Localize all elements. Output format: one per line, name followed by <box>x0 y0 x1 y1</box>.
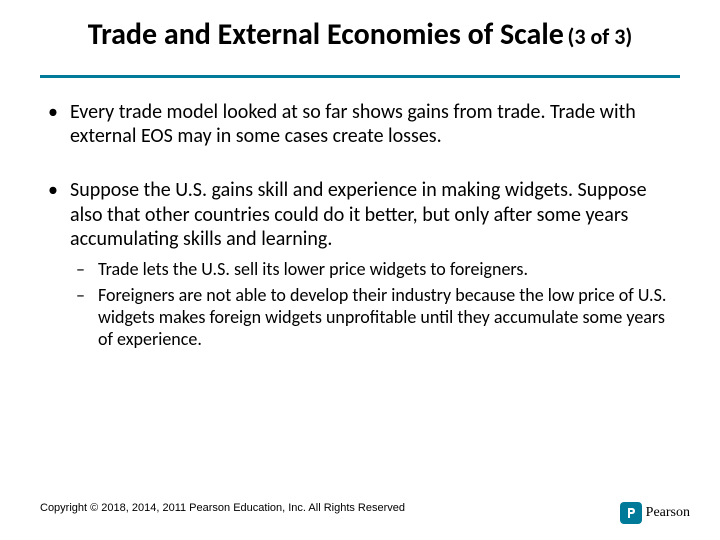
title-main: Trade and External Economies of Scale <box>88 16 564 53</box>
slide: Trade and External Economies of Scale (3… <box>0 0 720 540</box>
sub-bullet-text: Foreigners are not able to develop their… <box>98 284 666 350</box>
bullet-text: Every trade model looked at so far shows… <box>70 100 636 148</box>
sub-bullet-item: Foreigners are not able to develop their… <box>70 285 680 351</box>
bullet-list: Every trade model looked at so far shows… <box>40 100 680 352</box>
title-paren: (3 of 3) <box>567 23 632 50</box>
logo-badge-icon <box>620 502 642 524</box>
brand-logo: Pearson <box>620 502 690 524</box>
bullet-item: Suppose the U.S. gains skill and experie… <box>40 178 680 351</box>
logo-text: Pearson <box>646 505 690 521</box>
slide-title: Trade and External Economies of Scale (3… <box>40 18 680 53</box>
bullet-item: Every trade model looked at so far shows… <box>40 100 680 149</box>
title-underline <box>40 75 680 78</box>
copyright-footer: Copyright © 2018, 2014, 2011 Pearson Edu… <box>40 502 405 514</box>
sub-bullet-item: Trade lets the U.S. sell its lower price… <box>70 259 680 281</box>
sub-bullet-text: Trade lets the U.S. sell its lower price… <box>98 258 528 280</box>
bullet-text: Suppose the U.S. gains skill and experie… <box>70 178 647 251</box>
sub-bullet-list: Trade lets the U.S. sell its lower price… <box>70 259 680 351</box>
